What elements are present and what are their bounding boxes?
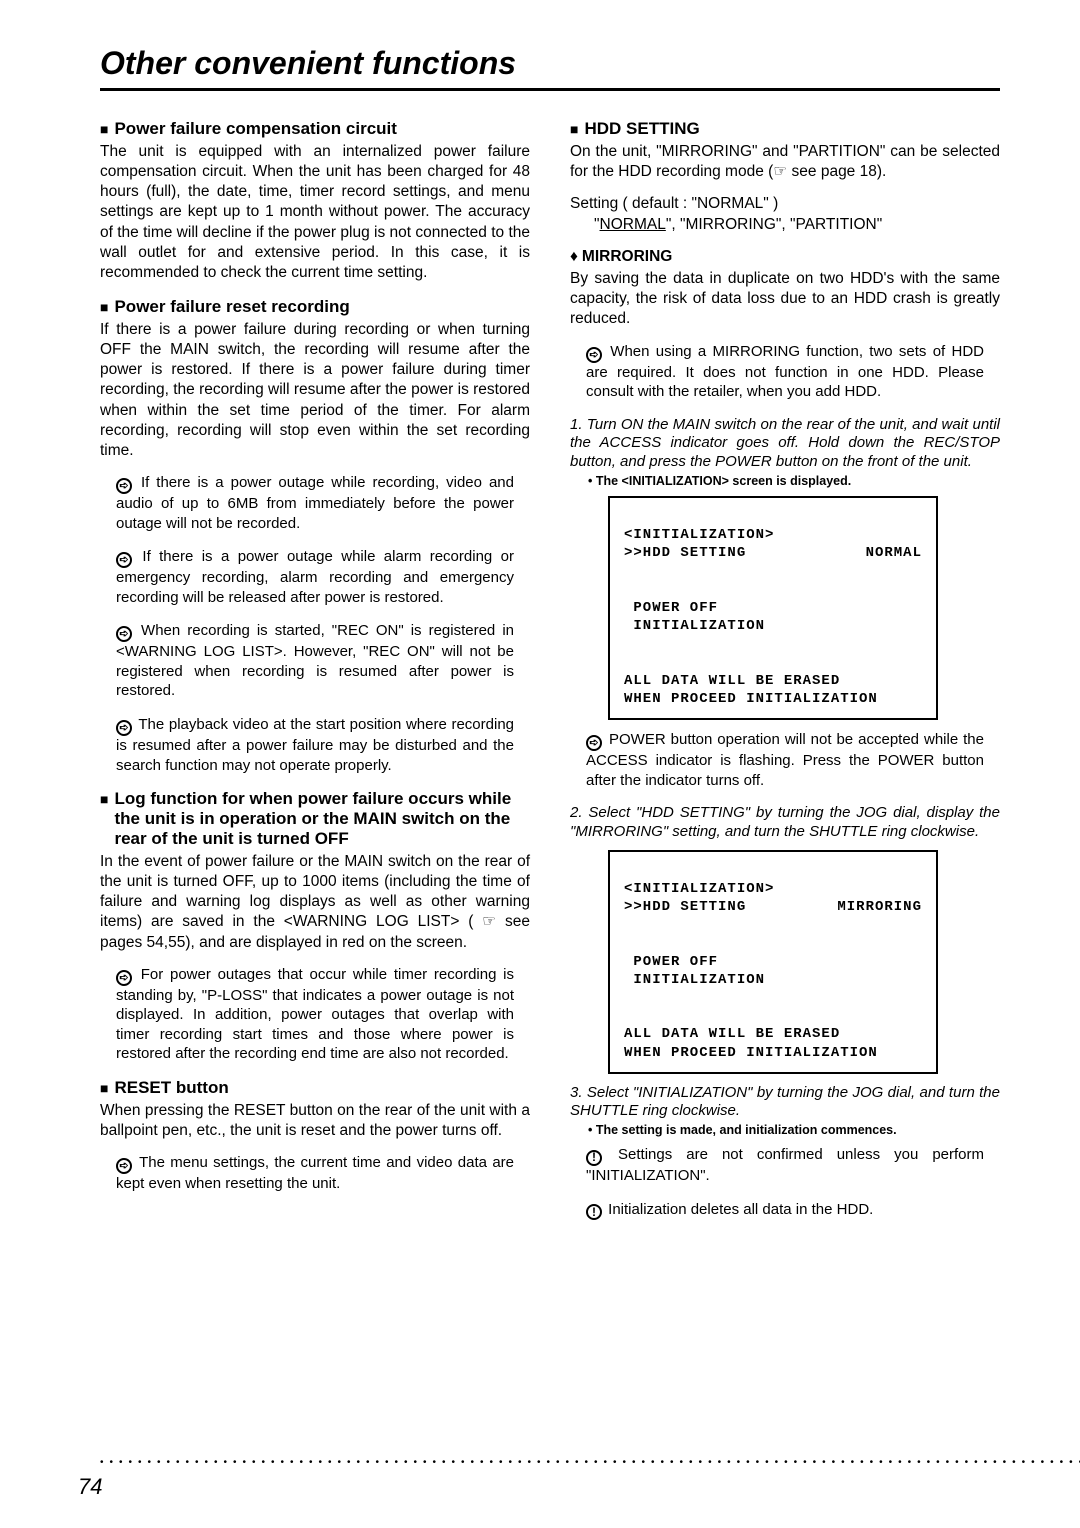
content-columns: ■ Power failure compensation circuit The…	[100, 119, 1000, 1234]
note-text: POWER button operation will not be accep…	[586, 731, 984, 789]
note-text: If there is a power outage while recordi…	[116, 474, 514, 532]
warn-text: Initialization deletes all data in the H…	[608, 1201, 873, 1218]
screen-right: NORMAL	[866, 544, 922, 562]
note-icon: ➪	[586, 735, 602, 751]
sub-mirroring-head: ♦MIRRORING	[570, 248, 1000, 266]
sec-log-function-body: In the event of power failure or the MAI…	[100, 852, 530, 953]
step-3: 3. Select "INITIALIZATION" by turning th…	[570, 1084, 1000, 1122]
page-title: Other convenient functions	[100, 45, 1000, 91]
sec-head-text: Power failure compensation circuit	[114, 119, 396, 139]
square-bullet-icon: ■	[100, 121, 108, 137]
sec-head-text: HDD SETTING	[584, 119, 699, 139]
screen-line: ALL DATA WILL BE ERASED	[624, 1026, 840, 1042]
screen-line: INITIALIZATION	[624, 972, 765, 988]
sec-power-failure-reset-body: If there is a power failure during recor…	[100, 320, 530, 461]
initialization-screen-2: <INITIALIZATION> >>HDD SETTINGMIRRORING …	[608, 850, 938, 1074]
step-1: 1. Turn ON the MAIN switch on the rear o…	[570, 416, 1000, 472]
screen-line: WHEN PROCEED INITIALIZATION	[624, 691, 878, 707]
note-item: ➪ POWER button operation will not be acc…	[586, 730, 984, 790]
square-bullet-icon: ■	[100, 299, 108, 315]
sec-power-failure-reset-head: ■ Power failure reset recording	[100, 297, 530, 317]
sub-head-text: MIRRORING	[582, 248, 672, 265]
sec-power-failure-comp-head: ■ Power failure compensation circuit	[100, 119, 530, 139]
square-bullet-icon: ■	[100, 1080, 108, 1096]
note-block: ➪ POWER button operation will not be acc…	[570, 730, 1000, 790]
setting-normal-underline: NORMAL	[600, 216, 666, 233]
screen-line: >>HDD SETTING NORMAL	[624, 544, 922, 562]
screen-line: <INITIALIZATION>	[624, 881, 774, 897]
square-bullet-icon: ■	[100, 791, 108, 807]
note-icon: ➪	[116, 552, 132, 568]
warn-item: ! Initialization deletes all data in the…	[586, 1200, 984, 1221]
screen-line: POWER OFF	[624, 954, 718, 970]
note-text: When recording is started, "REC ON" is r…	[116, 622, 514, 699]
note-icon: ➪	[116, 1158, 132, 1174]
screen-line: <INITIALIZATION>	[624, 527, 774, 543]
sec-reset-button-head: ■ RESET button	[100, 1078, 530, 1098]
right-column: ■ HDD SETTING On the unit, "MIRRORING" a…	[570, 119, 1000, 1234]
setting-line2: "NORMAL", "MIRRORING", "PARTITION"	[570, 215, 1000, 236]
warn-block: ! Settings are not confirmed unless you …	[570, 1145, 1000, 1220]
note-block: ➪ If there is a power outage while recor…	[100, 473, 530, 775]
sec-head-text: RESET button	[114, 1078, 228, 1098]
sub-mirroring-body: By saving the data in duplicate on two H…	[570, 269, 1000, 329]
body-part-b: see page 18).	[787, 163, 886, 180]
note-block: ➪ When using a MIRRORING function, two s…	[570, 342, 1000, 402]
note-icon: ➪	[116, 970, 132, 986]
step-3-bullet: • The setting is made, and initializatio…	[570, 1123, 1000, 1137]
note-icon: ➪	[586, 347, 602, 363]
note-icon: ➪	[116, 626, 132, 642]
note-item: ➪ The menu settings, the current time an…	[116, 1153, 514, 1194]
sec-hdd-setting-body: On the unit, "MIRRORING" and "PARTITION"…	[570, 142, 1000, 182]
note-text: If there is a power outage while alarm r…	[116, 548, 514, 606]
sec-reset-button-body: When pressing the RESET button on the re…	[100, 1101, 530, 1141]
screen-line: WHEN PROCEED INITIALIZATION	[624, 1045, 878, 1061]
page-number: 74	[78, 1474, 102, 1500]
left-column: ■ Power failure compensation circuit The…	[100, 119, 530, 1234]
note-item: ➪ When recording is started, "REC ON" is…	[116, 621, 514, 701]
initialization-screen-1: <INITIALIZATION> >>HDD SETTING NORMAL POW…	[608, 496, 938, 720]
warn-text: Settings are not confirmed unless you pe…	[586, 1146, 984, 1184]
square-bullet-icon: ■	[570, 121, 578, 137]
sec-hdd-setting-head: ■ HDD SETTING	[570, 119, 1000, 139]
note-item: ➪ If there is a power outage while alarm…	[116, 547, 514, 607]
setting-default-block: Setting ( default : "NORMAL" ) "NORMAL",…	[570, 194, 1000, 236]
dotted-rule: ••••••••••••••••••••••••••••••••••••••••…	[100, 1457, 1080, 1468]
sec-head-text: Log function for when power failure occu…	[114, 789, 530, 849]
note-item: ➪ The playback video at the start positi…	[116, 715, 514, 775]
hand-icon	[773, 163, 787, 180]
note-text: For power outages that occur while timer…	[116, 966, 514, 1063]
screen-right: MIRRORING	[837, 898, 922, 916]
screen-left: >>HDD SETTING	[624, 544, 746, 562]
note-item: ➪ When using a MIRRORING function, two s…	[586, 342, 984, 402]
sec-log-function-head: ■ Log function for when power failure oc…	[100, 789, 530, 849]
warn-icon: !	[586, 1204, 602, 1220]
note-text: The menu settings, the current time and …	[116, 1154, 514, 1192]
body-part-a: In the event of power failure or the MAI…	[100, 853, 530, 930]
screen-line: INITIALIZATION	[624, 618, 765, 634]
note-text: The playback video at the start position…	[116, 716, 514, 774]
note-block: ➪ The menu settings, the current time an…	[100, 1153, 530, 1194]
note-icon: ➪	[116, 720, 132, 736]
step-1-bullet: • The <INITIALIZATION> screen is display…	[570, 474, 1000, 488]
note-block: ➪ For power outages that occur while tim…	[100, 965, 530, 1064]
setting-line1: Setting ( default : "NORMAL" )	[570, 194, 1000, 215]
screen-line: POWER OFF	[624, 600, 718, 616]
step-2: 2. Select "HDD SETTING" by turning the J…	[570, 804, 1000, 842]
screen-line: >>HDD SETTING MIRRORING	[624, 898, 922, 916]
sec-head-text: Power failure reset recording	[114, 297, 349, 317]
screen-line: ALL DATA WILL BE ERASED	[624, 673, 840, 689]
note-item: ➪ If there is a power outage while recor…	[116, 473, 514, 533]
diamond-bullet-icon: ♦	[570, 248, 578, 265]
note-item: ➪ For power outages that occur while tim…	[116, 965, 514, 1064]
note-text: When using a MIRRORING function, two set…	[586, 343, 984, 401]
warn-item: ! Settings are not confirmed unless you …	[586, 1145, 984, 1185]
sec-power-failure-comp-body: The unit is equipped with an internalize…	[100, 142, 530, 283]
setting-rest: ", "MIRRORING", "PARTITION"	[666, 216, 882, 233]
hand-icon	[482, 913, 496, 930]
warn-icon: !	[586, 1150, 602, 1166]
screen-left: >>HDD SETTING	[624, 898, 746, 916]
note-icon: ➪	[116, 478, 132, 494]
